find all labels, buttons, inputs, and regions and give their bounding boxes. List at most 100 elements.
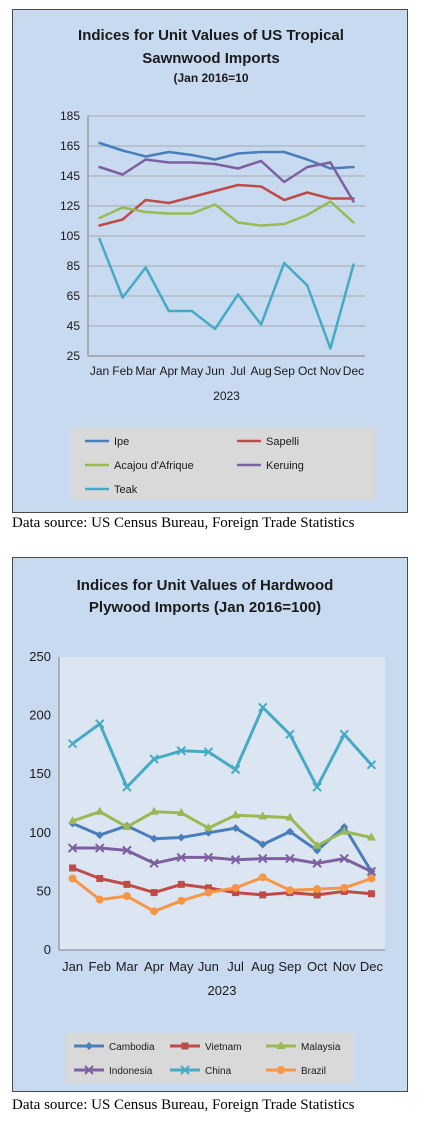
sawnwood-x-tick-label: Mar — [135, 364, 156, 378]
sawnwood-series-line-keruing — [98, 158, 355, 203]
sawnwood-series-line-teak — [98, 237, 355, 350]
plywood-point-china — [95, 719, 105, 729]
plywood-point-brazil — [177, 896, 186, 905]
plywood-point-malaysia — [68, 816, 78, 825]
plywood-point-indonesia — [122, 845, 132, 856]
plywood-point-vietnam — [232, 889, 240, 897]
sawnwood-legend — [71, 428, 375, 500]
plywood-point-china — [285, 729, 295, 740]
sawnwood-legend-label-teak: Teak — [114, 484, 138, 496]
plywood-legend-label-brazil: Brazil — [301, 1066, 326, 1077]
plywood-point-malaysia — [149, 806, 159, 815]
plywood-x-tick-label: Dec — [360, 959, 384, 974]
plywood-legend-marker-malaysia — [276, 1041, 286, 1049]
sawnwood-x-tick-label: Jan — [90, 364, 109, 378]
plywood-point-china — [366, 760, 377, 770]
plywood-point-vietnam — [367, 890, 375, 898]
plywood-point-cambodia — [258, 840, 267, 849]
plywood-point-cambodia — [231, 824, 240, 833]
sawnwood-legend-label-sapelli: Sapelli — [266, 436, 299, 448]
plywood-point-brazil — [122, 892, 131, 901]
plywood-point-malaysia — [203, 823, 213, 832]
plywood-point-china — [230, 764, 241, 775]
plywood-point-vietnam — [259, 891, 267, 899]
sawnwood-y-tick-label: 85 — [67, 259, 81, 273]
plywood-point-brazil — [95, 895, 104, 904]
plywood-point-indonesia — [176, 852, 186, 863]
plywood-point-vietnam — [69, 864, 77, 872]
plywood-point-brazil — [367, 874, 376, 883]
sawnwood-x-tick-label: Dec — [343, 364, 364, 378]
sawnwood-x-tick-label: Aug — [250, 364, 271, 378]
sawnwood-series-line-sapelli — [98, 183, 355, 227]
sawnwood-x-tick-label: Jul — [230, 364, 245, 378]
plywood-point-indonesia — [95, 843, 105, 853]
sawnwood-legend-label-acajou-d-afrique: Acajou d'Afrique — [114, 460, 194, 472]
sawnwood-y-tick-label: 25 — [67, 349, 81, 363]
sawnwood-x-group-label: 2023 — [213, 389, 240, 403]
plywood-x-tick-label: May — [169, 959, 194, 974]
plywood-point-malaysia — [312, 840, 322, 849]
plywood-y-tick-label: 0 — [44, 942, 51, 957]
plywood-legend-label-vietnam: Vietnam — [205, 1042, 242, 1053]
sawnwood-x-tick-label: Oct — [298, 364, 317, 378]
plywood-x-tick-label: Feb — [89, 959, 111, 974]
plywood-plot-area — [59, 657, 385, 950]
plywood-x-tick-label: Jan — [62, 959, 83, 974]
plywood-point-cambodia — [177, 833, 186, 842]
sawnwood-title-line: Indices for Unit Values of US Tropical — [78, 27, 344, 44]
sawnwood-series-line-ipe — [98, 141, 355, 170]
sawnwood-x-tick-label: May — [181, 364, 204, 378]
plywood-point-vietnam — [96, 875, 104, 883]
plywood-point-vietnam — [150, 889, 158, 897]
sawnwood-legend-label-ipe: Ipe — [114, 436, 129, 448]
sawnwood-chart: Indices for Unit Values of US Tropical Sa… — [60, 27, 375, 500]
plywood-title-line: Indices for Unit Values of Hardwood — [77, 577, 334, 594]
sawnwood-x-tick-label: Jun — [205, 364, 224, 378]
sawnwood-subtitle: (Jan 2016=10 — [173, 71, 248, 85]
sawnwood-title-line: Sawnwood Imports — [142, 50, 280, 67]
sawnwood-y-tick-label: 45 — [67, 319, 81, 333]
plywood-x-tick-label: Jul — [227, 959, 244, 974]
plywood-x-group-label: 2023 — [208, 983, 237, 998]
plywood-point-vietnam — [313, 891, 321, 899]
sawnwood-y-tick-label: 165 — [60, 139, 80, 153]
plywood-point-china — [258, 702, 268, 713]
plywood-point-china — [67, 739, 78, 749]
sawnwood-y-tick-label: 125 — [60, 199, 80, 213]
plywood-point-vietnam — [204, 884, 212, 892]
plywood-legend-marker-china — [180, 1065, 190, 1075]
plywood-point-vietnam — [123, 880, 131, 888]
plywood-point-malaysia — [258, 811, 268, 820]
sawnwood-y-tick-label: 105 — [60, 229, 80, 243]
plywood-legend-marker-vietnam — [181, 1042, 189, 1050]
plywood-point-cambodia — [95, 831, 104, 840]
plywood-point-cambodia — [150, 834, 159, 843]
plywood-point-china — [122, 782, 132, 792]
plywood-point-china — [312, 782, 322, 792]
plywood-legend-marker-cambodia — [85, 1042, 93, 1050]
sawnwood-x-tick-label: Feb — [112, 364, 133, 378]
plywood-point-brazil — [340, 883, 349, 892]
plywood-series-line-brazil — [71, 875, 373, 913]
plywood-point-malaysia — [95, 806, 105, 815]
plywood-legend — [66, 1033, 354, 1083]
plywood-point-malaysia — [285, 812, 295, 821]
sawnwood-data-source: Data source: US Census Bureau, Foreign T… — [12, 515, 355, 531]
plywood-point-brazil — [150, 907, 159, 916]
plywood-x-tick-label: Sep — [278, 959, 301, 974]
plywood-legend-marker-brazil — [277, 1066, 285, 1074]
sawnwood-x-tick-label: Apr — [159, 364, 178, 378]
plywood-y-tick-label: 200 — [29, 708, 51, 723]
plywood-y-tick-label: 250 — [29, 649, 51, 664]
plywood-x-tick-label: Nov — [333, 959, 357, 974]
plywood-point-indonesia — [149, 858, 159, 868]
plywood-point-vietnam — [177, 880, 185, 888]
plywood-point-brazil — [313, 885, 322, 894]
plywood-point-brazil — [285, 886, 294, 895]
plywood-point-cambodia — [285, 827, 294, 836]
plywood-point-brazil — [258, 873, 267, 882]
plywood-x-tick-label: Mar — [116, 959, 139, 974]
plywood-legend-label-cambodia: Cambodia — [109, 1042, 155, 1053]
plywood-y-tick-label: 150 — [29, 766, 51, 781]
